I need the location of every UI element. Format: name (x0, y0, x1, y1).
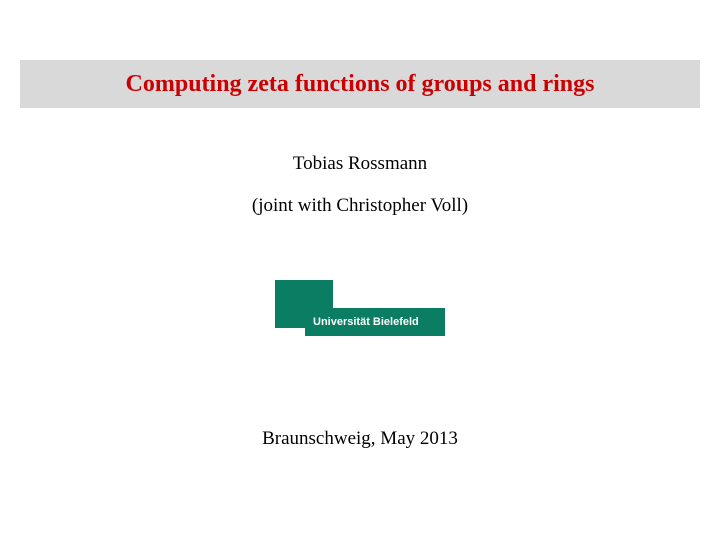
author-name: Tobias Rossmann (0, 153, 720, 175)
university-logo: Universität Bielefeld (275, 280, 445, 350)
location-date: Braunschweig, May 2013 (0, 428, 720, 450)
logo-text: Universität Bielefeld (313, 316, 419, 328)
title-bar: Computing zeta functions of groups and r… (20, 60, 700, 108)
logo-rect-shape: Universität Bielefeld (305, 308, 445, 336)
joint-with: (joint with Christopher Voll) (0, 195, 720, 217)
slide-title: Computing zeta functions of groups and r… (126, 71, 595, 98)
